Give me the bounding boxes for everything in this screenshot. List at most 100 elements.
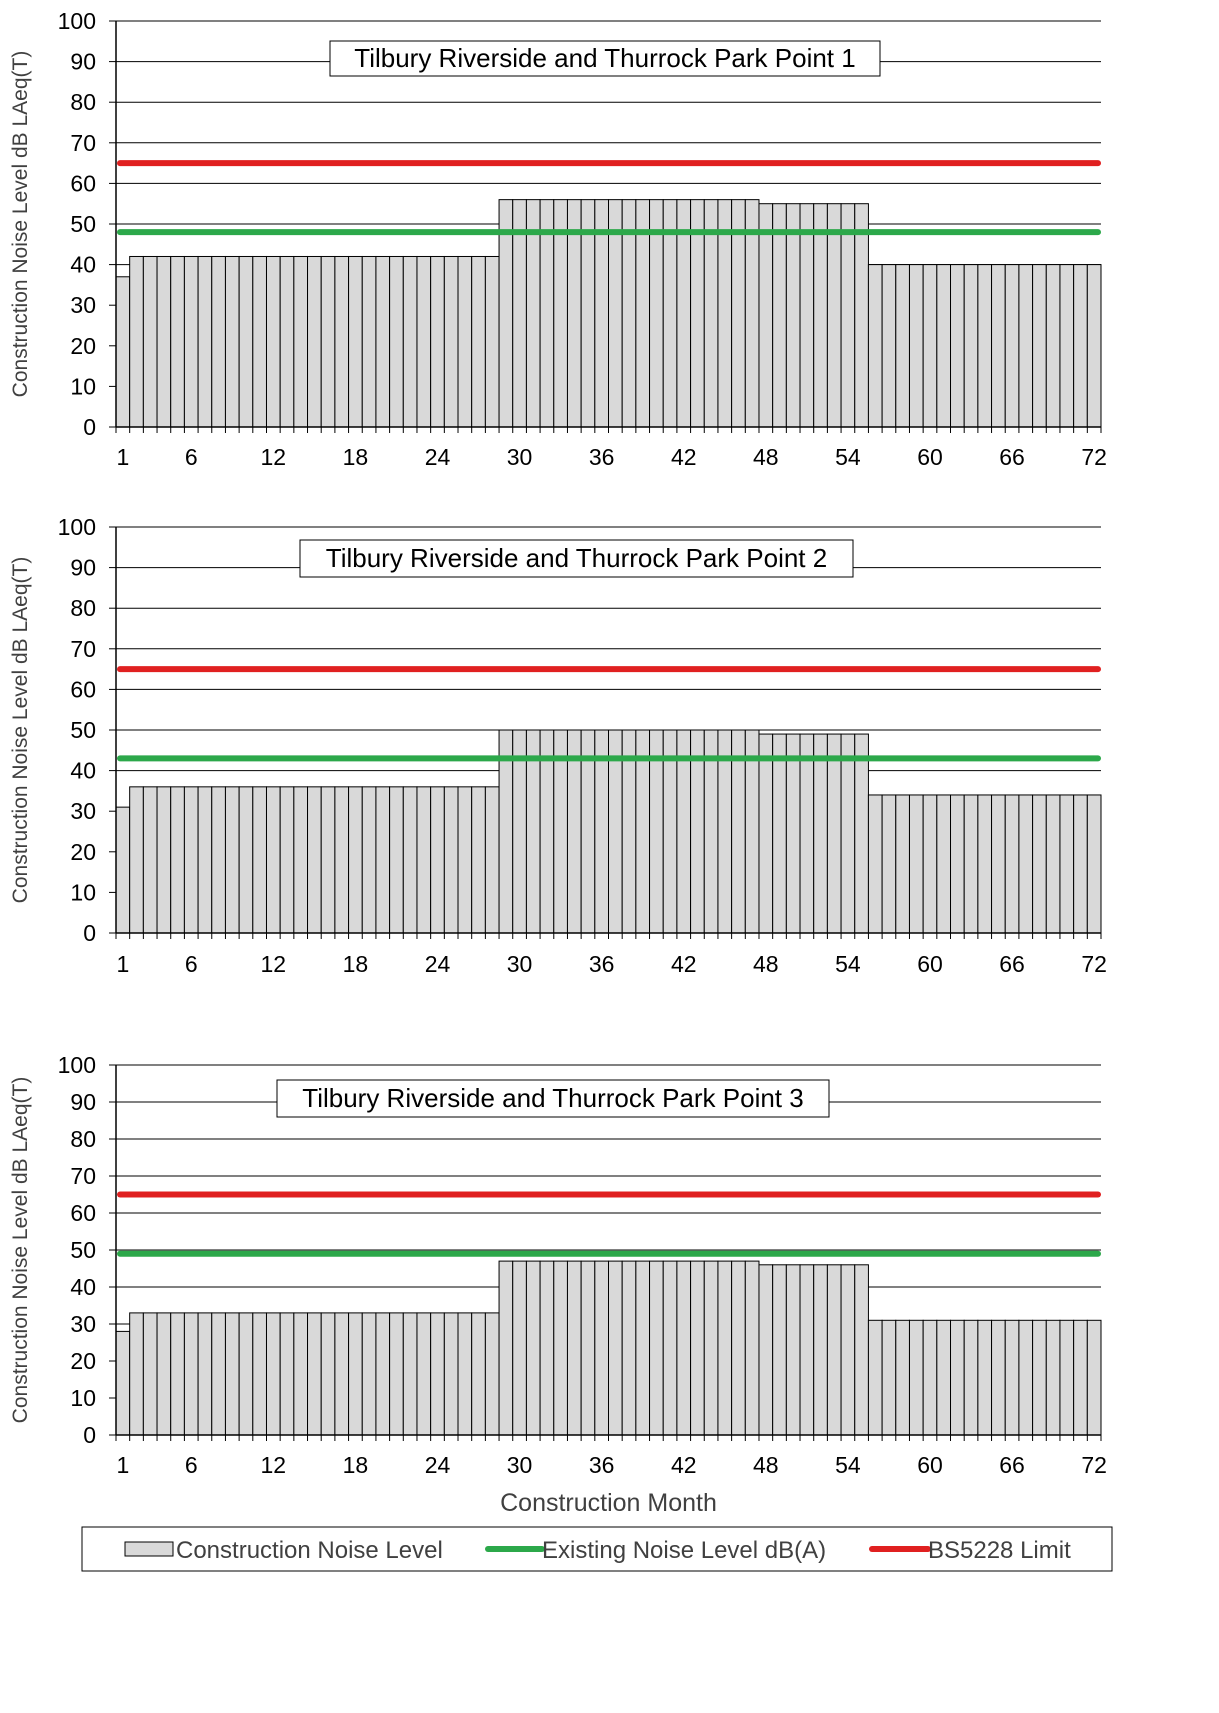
x-tick-label: 42 bbox=[671, 444, 697, 470]
bar-month-63 bbox=[963, 1319, 979, 1436]
y-tick-label: 20 bbox=[70, 839, 96, 865]
bar-month-59 bbox=[908, 1319, 924, 1436]
bar-month-51 bbox=[799, 203, 815, 428]
chart-title: Tilbury Riverside and Thurrock Park Poin… bbox=[354, 43, 855, 73]
bar-month-60 bbox=[922, 264, 938, 428]
y-axis-label: Construction Noise Level dB LAeq(T) bbox=[9, 557, 32, 904]
x-tick-label: 1 bbox=[116, 951, 129, 977]
y-tick-label: 100 bbox=[58, 8, 96, 34]
chart-panel-1: 0 10 20 30 40 50 60 70 80 90 100 1 6 12 18 24 30 36 42 48 54… bbox=[9, 8, 1107, 470]
bar-month-24 bbox=[430, 255, 445, 428]
bar-month-61 bbox=[936, 1319, 952, 1436]
bar-month-27 bbox=[471, 255, 486, 428]
bar-month-64 bbox=[977, 794, 993, 934]
bar-month-53 bbox=[826, 733, 842, 934]
x-tick-label: 66 bbox=[999, 951, 1025, 977]
bar-month-50 bbox=[785, 1264, 801, 1436]
bar-month-44 bbox=[703, 1260, 719, 1436]
bar-month-1 bbox=[115, 276, 131, 428]
y-tick-label: 30 bbox=[70, 292, 96, 318]
bar-month-2 bbox=[129, 786, 144, 934]
chart-title: Tilbury Riverside and Thurrock Park Poin… bbox=[326, 543, 827, 573]
x-tick-label: 6 bbox=[185, 444, 198, 470]
chart-title-box bbox=[299, 539, 854, 578]
x-axis-label: Construction Month bbox=[500, 1489, 717, 1517]
bar-month-69 bbox=[1045, 1319, 1061, 1436]
y-tick-label: 60 bbox=[70, 676, 96, 702]
bar-month-14 bbox=[293, 255, 309, 428]
x-tick-label: 60 bbox=[917, 1452, 943, 1478]
y-tick-label: 60 bbox=[70, 1200, 96, 1226]
bar-month-59 bbox=[908, 794, 924, 934]
bar-month-64 bbox=[977, 1319, 993, 1436]
bar-month-43 bbox=[690, 1260, 705, 1436]
x-tick-label: 12 bbox=[261, 1452, 287, 1478]
bar-month-59 bbox=[908, 264, 924, 428]
bar-month-70 bbox=[1059, 1319, 1075, 1436]
x-tick-label: 60 bbox=[917, 951, 943, 977]
bar-month-41 bbox=[662, 1260, 678, 1436]
bar-month-19 bbox=[361, 1312, 377, 1436]
bar-month-11 bbox=[252, 786, 267, 934]
y-tick-label: 20 bbox=[70, 1348, 96, 1374]
bar-month-65 bbox=[991, 794, 1006, 934]
x-tick-label: 36 bbox=[589, 951, 615, 977]
bar-month-52 bbox=[813, 733, 828, 934]
bar-month-46 bbox=[731, 1260, 746, 1436]
x-tick-label: 66 bbox=[999, 444, 1025, 470]
chart-title: Tilbury Riverside and Thurrock Park Poin… bbox=[302, 1083, 803, 1113]
bar-month-9 bbox=[224, 786, 240, 934]
bar-month-40 bbox=[649, 1260, 664, 1436]
bar-month-69 bbox=[1045, 794, 1061, 934]
x-tick-label: 42 bbox=[671, 951, 697, 977]
y-tick-label: 10 bbox=[70, 1385, 96, 1411]
bar-month-58 bbox=[895, 264, 910, 428]
bar-month-21 bbox=[389, 1312, 404, 1436]
bar-month-68 bbox=[1032, 1319, 1047, 1436]
bar-month-20 bbox=[375, 1312, 391, 1436]
bar-month-29 bbox=[498, 1260, 514, 1436]
bar-month-32 bbox=[539, 1260, 555, 1436]
bar-month-13 bbox=[279, 1312, 295, 1436]
bar-month-25 bbox=[443, 1312, 459, 1436]
x-tick-label: 30 bbox=[507, 444, 533, 470]
x-tick-label: 42 bbox=[671, 1452, 697, 1478]
y-tick-label: 80 bbox=[70, 595, 96, 621]
bar-month-25 bbox=[443, 786, 459, 934]
legend: Construction Noise Level Existing Noise L… bbox=[81, 1526, 1113, 1572]
bar-month-7 bbox=[197, 255, 213, 428]
bar-month-22 bbox=[402, 255, 418, 428]
x-tick-label: 30 bbox=[507, 1452, 533, 1478]
bar-month-23 bbox=[416, 786, 432, 934]
x-tick-label: 12 bbox=[261, 951, 287, 977]
bar-month-9 bbox=[224, 255, 240, 428]
bar-month-7 bbox=[197, 786, 213, 934]
bar-month-33 bbox=[553, 1260, 568, 1436]
x-tick-label: 48 bbox=[753, 444, 779, 470]
bar-month-47 bbox=[744, 1260, 760, 1436]
bar-month-8 bbox=[211, 255, 226, 428]
bar-month-61 bbox=[936, 794, 952, 934]
bar-month-8 bbox=[211, 1312, 226, 1436]
bar-month-3 bbox=[142, 786, 158, 934]
bar-month-26 bbox=[457, 786, 473, 934]
y-tick-label: 0 bbox=[83, 1422, 96, 1448]
x-tick-label: 48 bbox=[753, 1452, 779, 1478]
bar-month-65 bbox=[991, 264, 1006, 428]
bar-month-58 bbox=[895, 794, 910, 934]
bar-month-42 bbox=[676, 1260, 692, 1436]
bar-month-27 bbox=[471, 1312, 486, 1436]
bar-month-60 bbox=[922, 794, 938, 934]
y-tick-label: 20 bbox=[70, 333, 96, 359]
bar-month-20 bbox=[375, 255, 391, 428]
bar-month-53 bbox=[826, 203, 842, 428]
bar-month-37 bbox=[608, 1260, 623, 1436]
y-tick-label: 70 bbox=[70, 636, 96, 662]
x-tick-label: 18 bbox=[343, 444, 369, 470]
legend-swatch-bar bbox=[124, 1541, 174, 1557]
bar-month-71 bbox=[1073, 1319, 1088, 1436]
legend-item-construction-noise: Construction Noise Level bbox=[176, 1537, 443, 1564]
bar-month-68 bbox=[1032, 794, 1047, 934]
bar-month-64 bbox=[977, 264, 993, 428]
bar-month-48 bbox=[758, 733, 774, 934]
